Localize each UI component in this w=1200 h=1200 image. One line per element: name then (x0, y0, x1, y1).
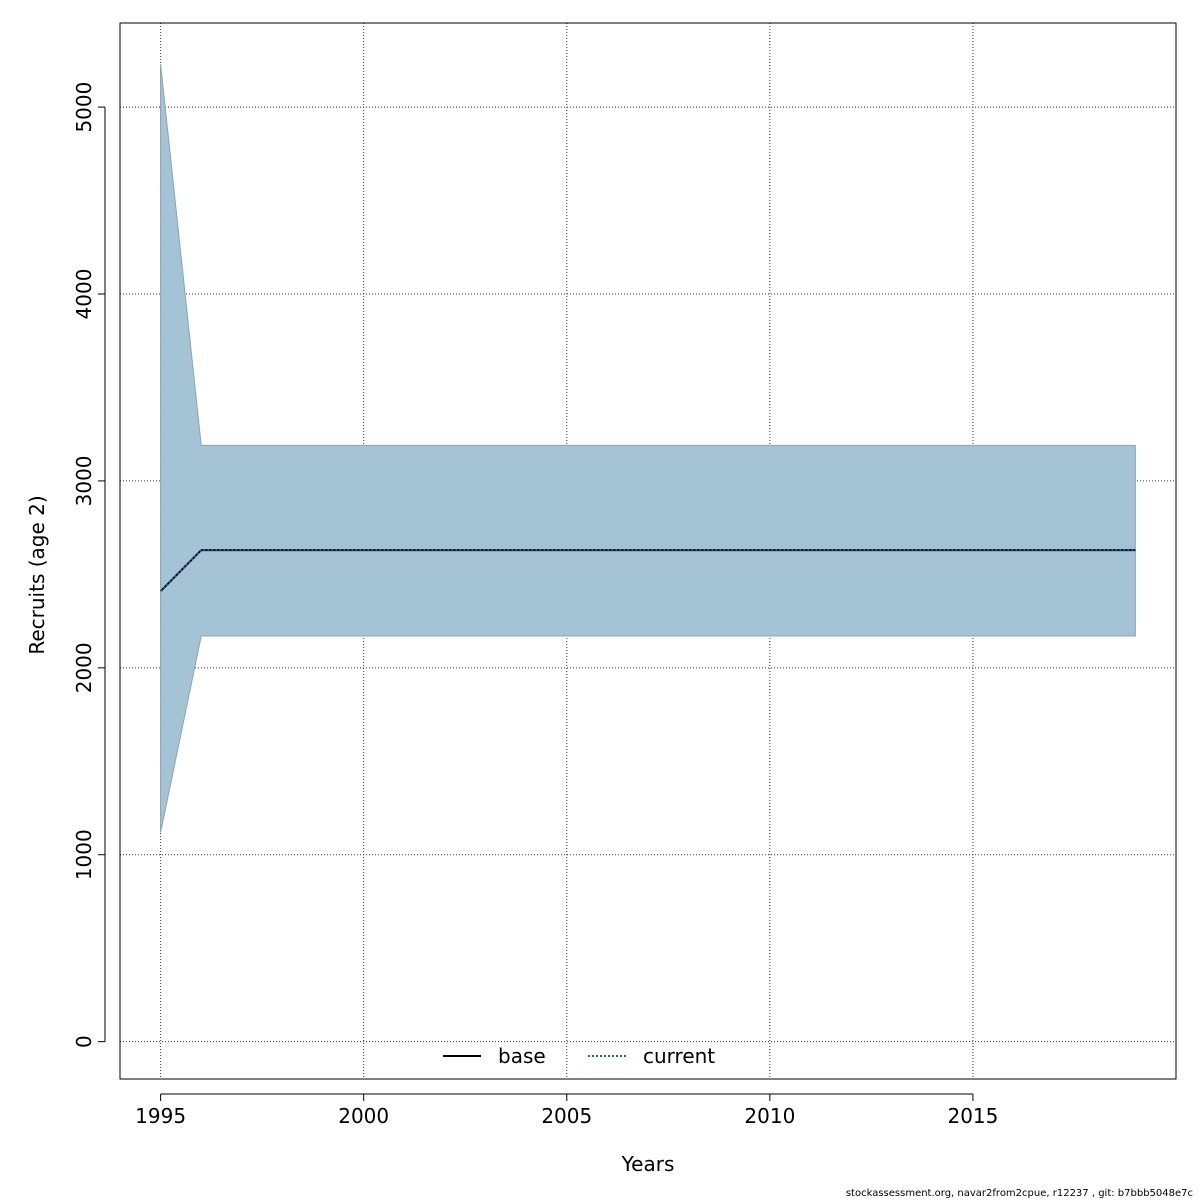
x-tick-label-2005: 2005 (541, 1104, 592, 1128)
legend: base current (443, 1044, 715, 1068)
credit-footer: stockassessment.org, navar2from2cpue, r1… (845, 1188, 1193, 1199)
x-tick-label-2015: 2015 (947, 1104, 998, 1128)
x-tick-label-2010: 2010 (744, 1104, 795, 1128)
series-line-current (159, 549, 1136, 592)
x-tick-label-1995: 1995 (135, 1104, 186, 1128)
y-tick-label-1000: 1000 (72, 829, 96, 880)
x-tick-label-2000: 2000 (338, 1104, 389, 1128)
y-tick-label-2000: 2000 (72, 642, 96, 693)
confidence-band (160, 64, 1136, 833)
y-axis-title: Recruits (age 2) (25, 495, 49, 654)
y-tick-label-0: 0 (72, 1035, 96, 1048)
confidence-band-layer (160, 64, 1136, 833)
series-layer (159, 549, 1136, 592)
y-tick-label-3000: 3000 (72, 455, 96, 506)
legend-label-base: base (498, 1044, 546, 1068)
legend-label-current: current (643, 1044, 715, 1068)
axes: 1995 2000 2005 2010 2015 0 1000 2000 3000 4000 500… (72, 82, 998, 1128)
plot-frame (119, 22, 1177, 1080)
y-tick-label-5000: 5000 (72, 82, 96, 133)
y-tick-label-4000: 4000 (72, 269, 96, 320)
x-axis-title: Years (621, 1152, 675, 1176)
